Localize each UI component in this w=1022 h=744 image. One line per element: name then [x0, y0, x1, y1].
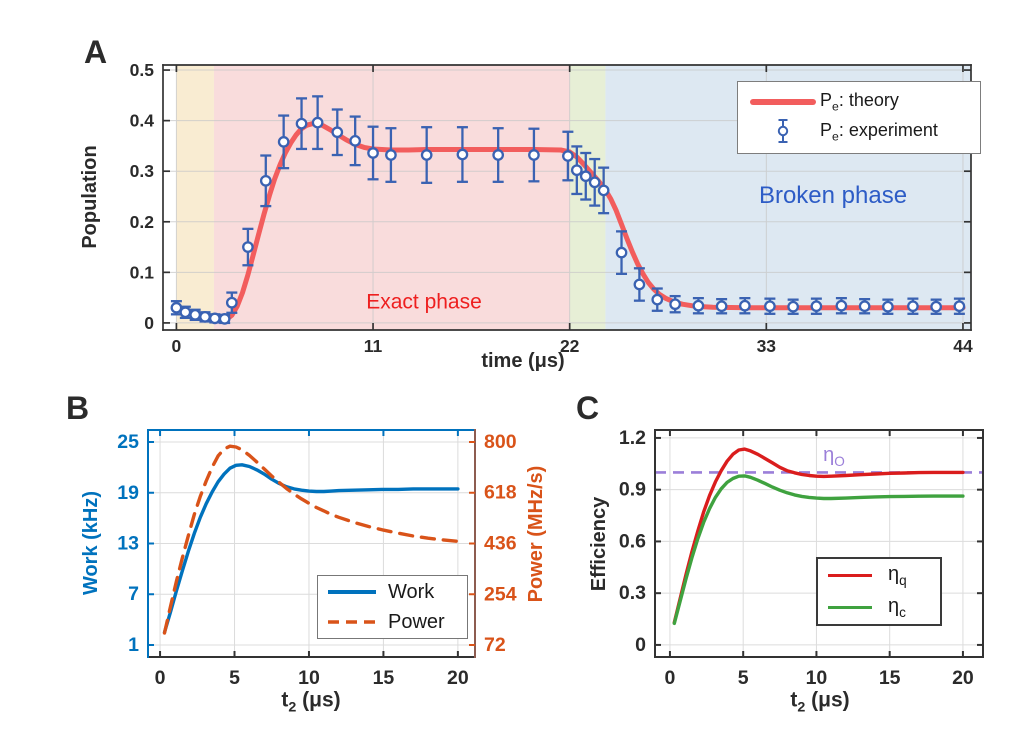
theory-line-swatch-icon: [750, 98, 816, 105]
legend-item-eta-q: ηq: [826, 563, 932, 588]
eta-o-annotation-label: ηO: [823, 445, 845, 469]
svg-text:15: 15: [373, 667, 395, 689]
svg-text:0: 0: [155, 667, 166, 689]
Work-line: [162, 463, 460, 635]
legend-eta-q-label: ηq: [888, 563, 907, 588]
y-tick-labels: 1 7 13 19 25: [117, 431, 139, 656]
svg-text:44: 44: [953, 336, 973, 356]
ηc-line: [672, 474, 965, 626]
legend-item-power: Power: [326, 611, 459, 634]
legend-panel-a: Pe: theory Pe: experiment: [737, 81, 981, 154]
power-line-swatch-icon: [328, 620, 376, 624]
population-axis-label: Population: [79, 145, 101, 249]
x-tick-labels: 0 5 10 15 20: [155, 667, 469, 689]
legend-item-experiment: Pe: experiment: [746, 117, 972, 145]
svg-text:11: 11: [364, 336, 383, 356]
t2-axis-label-c: t2 (μs): [790, 689, 849, 714]
work-axis-label: Work (kHz): [80, 490, 102, 596]
legend-item-theory: Pe: theory: [746, 89, 972, 114]
svg-text:20: 20: [952, 667, 974, 689]
legend-power-label: Power: [388, 610, 445, 633]
svg-text:5: 5: [738, 667, 749, 689]
legend-eta-c-label: ηc: [888, 595, 906, 620]
svg-text:0.6: 0.6: [619, 530, 646, 552]
eta-q-line-swatch-icon: [828, 573, 872, 578]
svg-text:25: 25: [117, 431, 139, 453]
legend-panel-c: ηq ηc: [816, 557, 942, 626]
svg-text:7: 7: [128, 583, 139, 605]
eta-o-main: η: [823, 444, 835, 467]
legend-work-label: Work: [388, 580, 435, 603]
svg-text:22: 22: [560, 336, 580, 356]
t2-axis-label-b: t2 (μs): [281, 689, 340, 714]
efficiency-axis-label: Efficiency: [588, 496, 610, 592]
legend-experiment-label: Pe: experiment: [820, 119, 938, 144]
svg-text:15: 15: [879, 667, 901, 689]
t2-label-rest: (μs): [296, 688, 341, 712]
Power-line: [162, 444, 460, 635]
exact-phase-label: Exact phase: [366, 290, 482, 314]
y-tick-labels: 0 0.1 0.2 0.3 0.4 0.5: [130, 60, 155, 333]
y-tick-labels: 0 0.3 0.6 0.9 1.2: [619, 427, 646, 656]
svg-text:254: 254: [484, 583, 517, 605]
axis-spines: [654, 429, 984, 658]
svg-text:0.4: 0.4: [130, 111, 155, 131]
ηq-line: [672, 447, 965, 625]
panel-c-letter: C: [576, 390, 600, 426]
t2-label-rest: (μs): [805, 688, 850, 712]
legend-item-work: Work: [326, 581, 459, 604]
panel-a-letter: A: [84, 34, 108, 70]
eta-c-line-swatch-icon: [828, 605, 872, 610]
svg-text:1: 1: [128, 634, 139, 656]
svg-text:0.3: 0.3: [619, 582, 646, 604]
broken-phase-label: Broken phase: [758, 182, 908, 209]
axis-ticks: [148, 430, 475, 657]
svg-text:0: 0: [665, 667, 676, 689]
x-tick-labels: 0 5 10 15 20: [665, 667, 974, 689]
svg-text:0.1: 0.1: [130, 262, 155, 282]
legend-item-eta-c: ηc: [826, 595, 932, 620]
t2-label-sub: 2: [288, 699, 297, 716]
svg-text:800: 800: [484, 431, 517, 453]
svg-text:0.2: 0.2: [130, 212, 155, 232]
efficiency-chart: 0 5 10 15 20 0 0.3 0.6 0.9 1.2: [619, 427, 984, 689]
y-right-tick-labels: 72 254 436 618 800: [484, 431, 517, 656]
svg-text:0: 0: [172, 336, 182, 356]
t2-label-main: t: [790, 688, 798, 712]
svg-text:5: 5: [229, 667, 240, 689]
svg-text:618: 618: [484, 482, 517, 504]
svg-text:20: 20: [447, 667, 469, 689]
svg-text:13: 13: [117, 533, 139, 555]
legend-theory-label: Pe: theory: [820, 89, 899, 114]
time-axis-label: time (μs): [481, 350, 565, 372]
svg-text:10: 10: [806, 667, 828, 689]
x-tick-labels: 0 11 22 33 44: [172, 336, 973, 356]
svg-text:33: 33: [757, 336, 777, 356]
t2-label-sub: 2: [797, 699, 806, 716]
svg-text:0.9: 0.9: [619, 479, 646, 501]
svg-text:72: 72: [484, 634, 506, 656]
experiment-markers: [170, 116, 966, 325]
svg-text:10: 10: [298, 667, 320, 689]
eta-o-sub: O: [834, 454, 845, 470]
svg-text:436: 436: [484, 533, 517, 555]
panel-b-letter: B: [66, 390, 90, 426]
svg-text:1.2: 1.2: [619, 427, 646, 449]
power-axis-label: Power (MHz/s): [525, 465, 547, 603]
axis-ticks: [655, 430, 983, 657]
work-power-chart: 0 5 10 15 20 1 7 13 19 25 72 254 436 618 800: [117, 429, 517, 689]
svg-text:0: 0: [635, 634, 646, 656]
t2-label-main: t: [281, 688, 289, 712]
experiment-marker-icon: [777, 119, 789, 144]
svg-text:0.3: 0.3: [130, 161, 155, 181]
svg-text:19: 19: [117, 482, 139, 504]
svg-text:0.5: 0.5: [130, 60, 155, 80]
svg-text:0: 0: [144, 313, 154, 333]
legend-panel-b: Work Power: [317, 575, 468, 639]
work-line-swatch-icon: [328, 590, 376, 594]
